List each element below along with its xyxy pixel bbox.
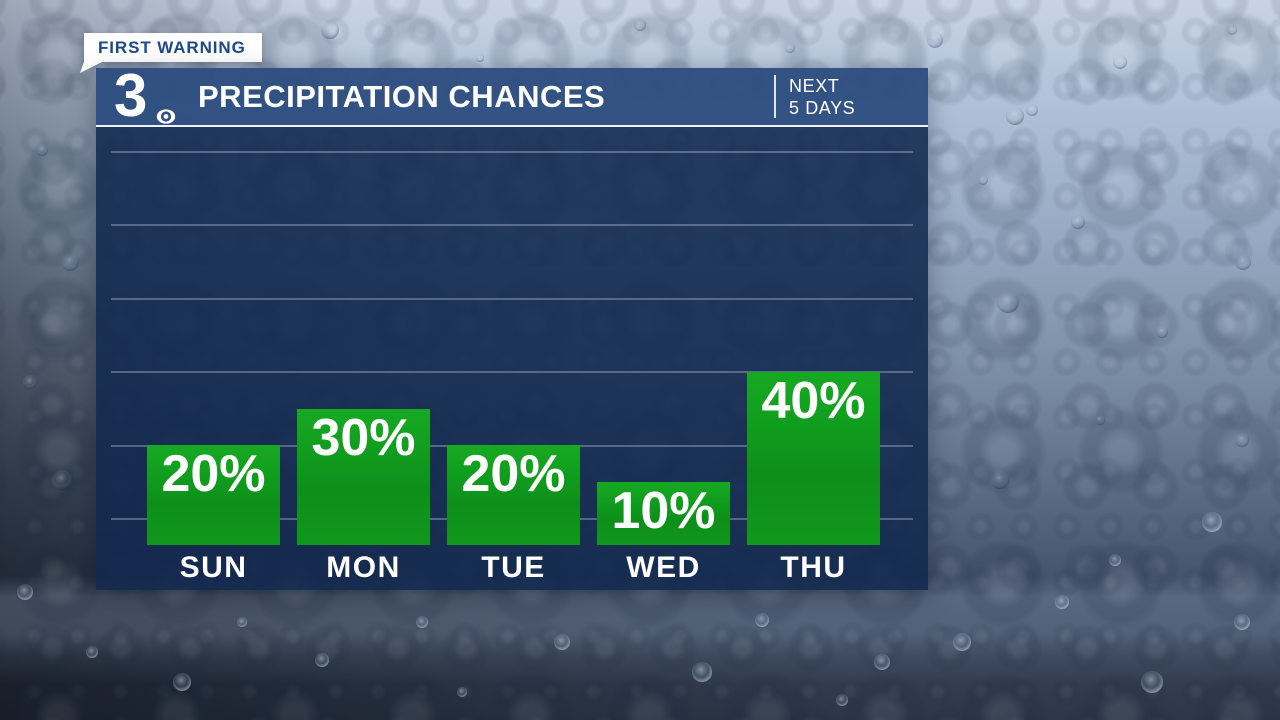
day-label: THU bbox=[780, 550, 847, 584]
gridline bbox=[111, 297, 913, 300]
day-label: SUN bbox=[179, 550, 248, 584]
cbs-eye-icon bbox=[156, 108, 176, 124]
precip-bar: 10% bbox=[597, 482, 730, 545]
precip-bar: 40% bbox=[747, 372, 880, 545]
forecast-panel: 3 PRECIPITATION CHANCES NEXT 5 DAYS 20% … bbox=[96, 61, 928, 590]
first-warning-badge: FIRST WARNING bbox=[80, 33, 262, 73]
bar-column: 20% TUE bbox=[447, 127, 580, 590]
precip-bar: 30% bbox=[297, 409, 430, 545]
panel-header: 3 PRECIPITATION CHANCES NEXT 5 DAYS bbox=[96, 61, 928, 129]
bar-column: 20% SUN bbox=[147, 127, 280, 590]
station-number: 3 bbox=[114, 61, 147, 129]
bar-value-label: 30% bbox=[311, 409, 416, 467]
day-label: TUE bbox=[481, 550, 546, 584]
bar-value-label: 20% bbox=[161, 445, 266, 503]
bar-value-label: 10% bbox=[611, 482, 716, 540]
bar-column: 10% WED bbox=[597, 127, 730, 590]
bar-column: 30% MON bbox=[297, 127, 430, 590]
first-warning-label: FIRST WARNING bbox=[98, 38, 246, 57]
day-label: MON bbox=[326, 550, 401, 584]
channel-3-logo: 3 bbox=[114, 61, 176, 129]
panel-title: PRECIPITATION CHANCES bbox=[198, 78, 606, 114]
day-label: WED bbox=[626, 550, 701, 584]
precip-bar: 20% bbox=[147, 445, 280, 545]
bar-column: 40% THU bbox=[747, 127, 880, 590]
timeframe-label: NEXT 5 DAYS bbox=[774, 75, 855, 118]
gridline bbox=[111, 150, 913, 153]
bar-value-label: 40% bbox=[761, 372, 866, 430]
timeframe-line2: 5 DAYS bbox=[789, 97, 856, 118]
precip-bar: 20% bbox=[447, 445, 580, 545]
gridline bbox=[111, 371, 913, 373]
bar-value-label: 20% bbox=[461, 445, 566, 503]
precip-bar-chart: 20% SUN 30% MON 20% TUE 10% WED 40% THU bbox=[96, 127, 928, 590]
gridline bbox=[111, 224, 913, 226]
timeframe-line1: NEXT bbox=[789, 75, 840, 96]
